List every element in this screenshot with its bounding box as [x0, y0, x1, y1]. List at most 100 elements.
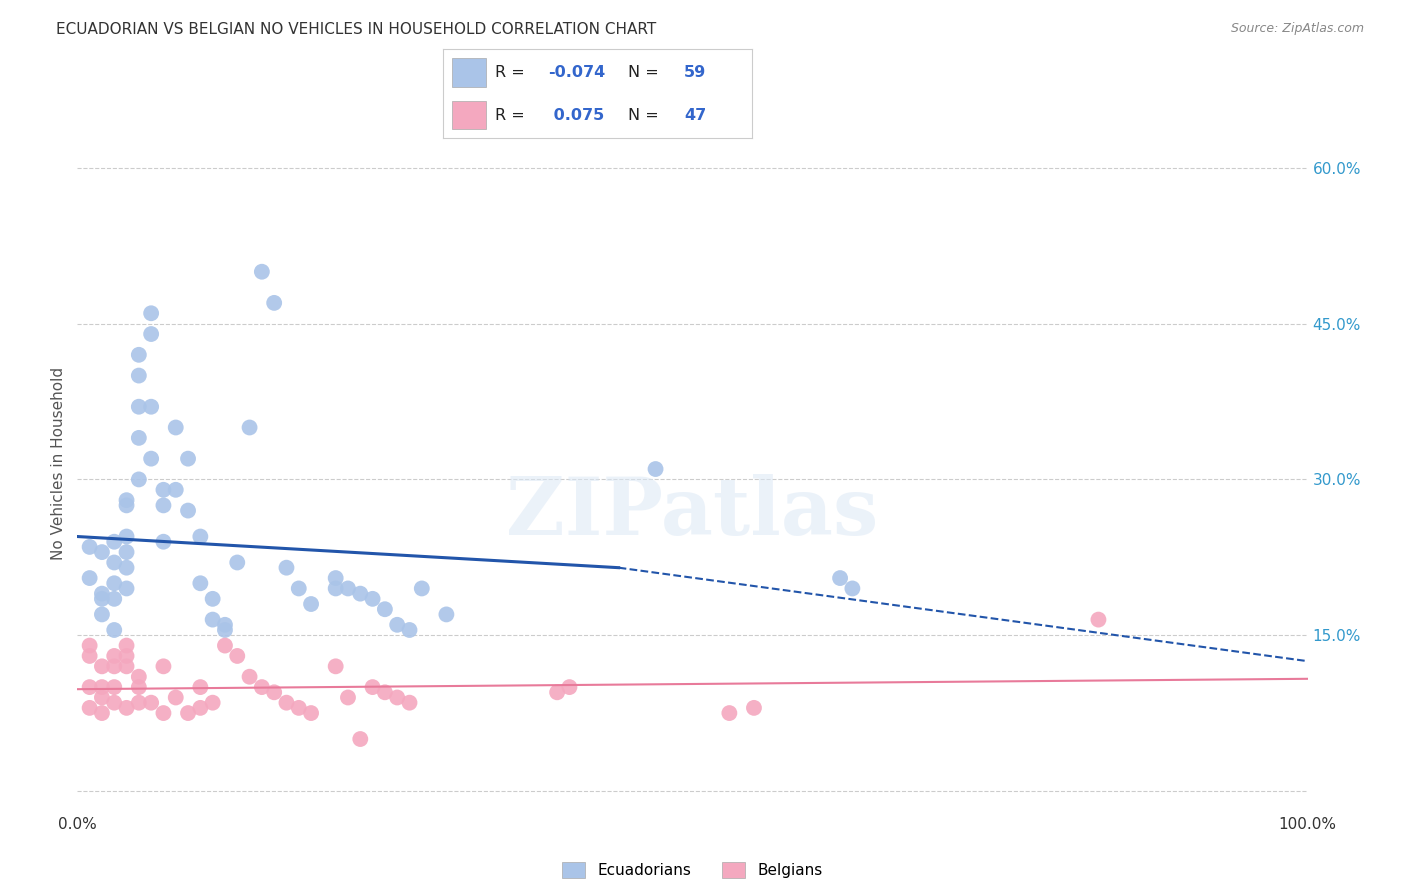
Point [79, 648, 101, 663]
Point [177, 706, 200, 720]
Point [177, 451, 200, 466]
Point [103, 680, 125, 694]
Point [718, 706, 741, 720]
Point [349, 587, 371, 601]
Point [436, 607, 458, 622]
Point [103, 556, 125, 570]
Point [90, 659, 114, 673]
Point [128, 368, 150, 383]
Point [90, 607, 114, 622]
Point [128, 696, 150, 710]
Text: R =: R = [495, 65, 530, 79]
Point [250, 680, 273, 694]
Point [141, 400, 163, 414]
Point [201, 696, 224, 710]
Point [152, 483, 174, 497]
Point [742, 701, 765, 715]
Point [830, 571, 852, 585]
Point [226, 556, 249, 570]
Point [177, 503, 200, 517]
Point [165, 483, 187, 497]
Point [325, 571, 347, 585]
Point [115, 639, 138, 653]
Point [276, 696, 298, 710]
Point [387, 617, 409, 632]
Point [398, 696, 420, 710]
Point [250, 265, 273, 279]
Point [214, 639, 236, 653]
Point [90, 706, 114, 720]
Text: -0.074: -0.074 [548, 65, 606, 79]
Point [90, 591, 114, 606]
Point [103, 659, 125, 673]
Point [128, 680, 150, 694]
Point [288, 701, 311, 715]
Point [841, 582, 863, 596]
Point [201, 613, 224, 627]
Point [299, 706, 322, 720]
Point [115, 545, 138, 559]
Point [214, 623, 236, 637]
Point [115, 499, 138, 513]
Point [288, 582, 311, 596]
Point [90, 545, 114, 559]
Point [165, 690, 187, 705]
Point [411, 582, 433, 596]
Text: ECUADORIAN VS BELGIAN NO VEHICLES IN HOUSEHOLD CORRELATION CHART: ECUADORIAN VS BELGIAN NO VEHICLES IN HOU… [56, 22, 657, 37]
Point [152, 534, 174, 549]
Point [128, 472, 150, 486]
Text: ZIPatlas: ZIPatlas [506, 474, 879, 551]
Point [141, 326, 163, 341]
Point [103, 591, 125, 606]
Point [190, 529, 212, 543]
Point [190, 701, 212, 715]
Point [152, 499, 174, 513]
Point [79, 639, 101, 653]
Point [337, 582, 360, 596]
Point [299, 597, 322, 611]
Point [398, 623, 420, 637]
Point [374, 685, 396, 699]
Point [115, 493, 138, 508]
Point [361, 680, 384, 694]
Point [115, 529, 138, 543]
Point [349, 732, 371, 747]
Point [90, 690, 114, 705]
Point [152, 659, 174, 673]
Point [263, 296, 285, 310]
Point [387, 690, 409, 705]
Text: 59: 59 [685, 65, 706, 79]
Point [141, 696, 163, 710]
Point [103, 534, 125, 549]
Point [128, 670, 150, 684]
Point [190, 680, 212, 694]
Point [226, 648, 249, 663]
Text: N =: N = [628, 65, 665, 79]
Point [374, 602, 396, 616]
Point [115, 582, 138, 596]
Point [361, 591, 384, 606]
Point [115, 648, 138, 663]
Point [546, 685, 568, 699]
Point [128, 348, 150, 362]
Text: 47: 47 [685, 108, 706, 122]
Point [90, 587, 114, 601]
Point [201, 591, 224, 606]
Point [103, 623, 125, 637]
Point [276, 560, 298, 574]
Point [115, 701, 138, 715]
Point [644, 462, 666, 476]
Point [325, 659, 347, 673]
Point [128, 431, 150, 445]
Point [558, 680, 581, 694]
Y-axis label: No Vehicles in Household: No Vehicles in Household [51, 368, 66, 560]
Point [79, 540, 101, 554]
Point [103, 576, 125, 591]
Legend: Ecuadorians, Belgians: Ecuadorians, Belgians [557, 856, 828, 884]
Point [141, 451, 163, 466]
Point [115, 560, 138, 574]
Point [103, 696, 125, 710]
Text: Source: ZipAtlas.com: Source: ZipAtlas.com [1230, 22, 1364, 36]
Point [90, 680, 114, 694]
Point [79, 571, 101, 585]
